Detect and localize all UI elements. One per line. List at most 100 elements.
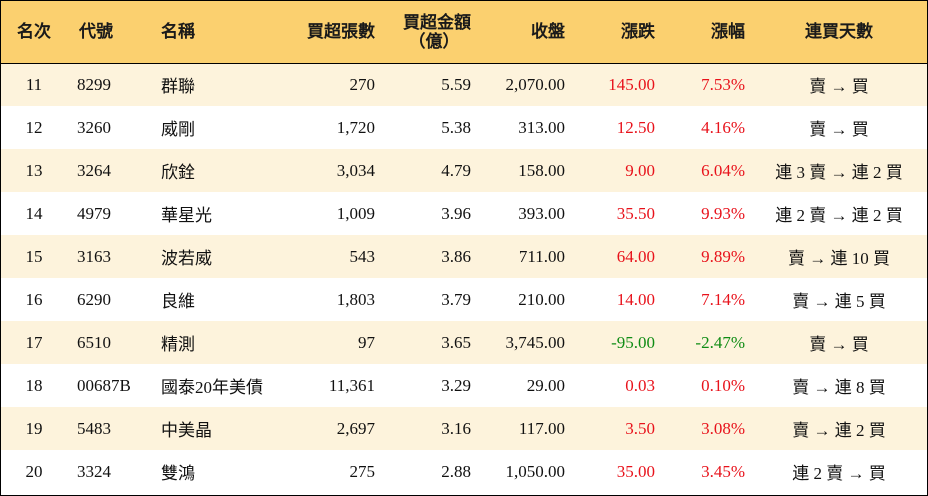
cell-lots: 2,697 (336, 418, 375, 438)
cell-rank: 14 (25, 203, 43, 223)
cell-rank: 18 (25, 375, 43, 395)
cell-name: 國泰20年美債 (161, 378, 263, 397)
table-row: 17 6510 精測 97 3.65 3,745.00 -95.00 -2.47% 賣 → 買 (1, 321, 927, 364)
cell-rank: 11 (25, 74, 43, 94)
table-row: 14 4979 華星光 1,009 3.96 393.00 35.50 9.93% 連 2 賣 … (1, 192, 927, 235)
cell-lots: 3,034 (336, 160, 375, 180)
cell-amount: 3.65 (441, 332, 471, 352)
cell-name: 華星光 (161, 206, 212, 225)
cell-change: 145.00 (608, 74, 655, 94)
cell-name: 良維 (161, 292, 195, 311)
cell-pct: 9.89% (701, 246, 745, 266)
table-row: 19 5483 中美晶 2,697 3.16 117.00 3.50 3.08% 賣 → 連 2… (1, 407, 927, 450)
cell-name: 波若威 (161, 249, 212, 268)
cell-amount: 4.79 (441, 160, 471, 180)
cell-rank: 13 (25, 160, 43, 180)
cell-lots: 1,009 (336, 203, 375, 223)
header-amount-line1: 買超金額 (403, 12, 471, 32)
cell-pct: -2.47% (695, 332, 745, 352)
cell-streak: 連 2 賣 → 買 (792, 464, 886, 483)
table-row: 18 00687B 國泰20年美債 11,361 3.29 29.00 0.03 0.10% 賣… (1, 364, 927, 407)
cell-code: 6510 (77, 332, 111, 352)
header-close: 收盤 (477, 1, 571, 64)
cell-pct: 7.53% (701, 74, 745, 94)
cell-amount: 5.38 (441, 117, 471, 137)
cell-rank: 15 (25, 246, 43, 266)
header-amount: 買超金額 （億） (381, 1, 477, 64)
cell-code: 3264 (77, 160, 111, 180)
cell-amount: 3.86 (441, 246, 471, 266)
cell-name: 欣銓 (161, 163, 195, 182)
header-change: 漲跌 (571, 1, 661, 64)
cell-change: 64.00 (616, 246, 655, 266)
cell-close: 210.00 (518, 289, 565, 309)
table-row: 20 3324 雙鴻 275 2.88 1,050.00 35.00 3.45% 連 2 賣 →… (1, 450, 927, 493)
cell-rank: 17 (25, 332, 43, 352)
cell-close: 711.00 (518, 246, 565, 266)
cell-close: 117.00 (518, 418, 565, 438)
cell-name: 中美晶 (161, 421, 212, 440)
cell-lots: 1,720 (336, 117, 375, 137)
table-row: 12 3260 威剛 1,720 5.38 313.00 12.50 4.16% 賣 → 買 (1, 106, 927, 149)
header-row: 名次 代號 名稱 買超張數 買超金額 （億） 收盤 漲跌 漲幅 連買天數 (1, 1, 927, 64)
cell-amount: 3.96 (441, 203, 471, 223)
cell-name: 群聯 (161, 77, 195, 97)
header-amount-line2: （億） (408, 31, 460, 51)
cell-code: 3324 (77, 461, 111, 481)
cell-lots: 11,361 (328, 375, 375, 395)
cell-change: 35.00 (616, 461, 655, 481)
cell-code: 3163 (77, 246, 111, 266)
header-rank: 名次 (1, 1, 67, 64)
cell-name: 精測 (161, 335, 195, 354)
cell-close: 158.00 (518, 160, 565, 180)
cell-amount: 2.88 (441, 461, 471, 481)
cell-change: 35.50 (616, 203, 655, 223)
cell-code: 6290 (77, 289, 111, 309)
cell-pct: 3.45% (701, 461, 745, 481)
cell-pct: 4.16% (701, 117, 745, 137)
cell-streak: 賣 → 連 5 買 (792, 292, 886, 311)
cell-lots: 275 (349, 461, 376, 481)
cell-pct: 9.93% (701, 203, 745, 223)
cell-name: 威剛 (161, 120, 195, 139)
cell-streak: 賣 → 買 (809, 77, 869, 97)
cell-code: 5483 (77, 418, 111, 438)
cell-amount: 3.79 (441, 289, 471, 309)
cell-close: 2,070.00 (505, 74, 566, 94)
cell-amount: 3.16 (441, 418, 471, 438)
cell-lots: 270 (349, 74, 376, 94)
header-lots: 買超張數 (287, 1, 381, 64)
cell-rank: 19 (25, 418, 43, 438)
cell-pct: 3.08% (701, 418, 745, 438)
cell-streak: 賣 → 買 (809, 120, 869, 139)
table-row: 11 8299 群聯 270 5.59 2,070.00 145.00 7.53% 賣 → 買 (1, 63, 927, 106)
cell-rank: 20 (25, 461, 43, 481)
header-streak: 連買天數 (751, 1, 927, 64)
cell-streak: 連 3 賣 → 連 2 買 (775, 163, 903, 182)
cell-lots: 1,803 (336, 289, 375, 309)
cell-change: 3.50 (625, 418, 655, 438)
table-row: 16 6290 良維 1,803 3.79 210.00 14.00 7.14% 賣 → 連 5… (1, 278, 927, 321)
cell-change: -95.00 (611, 332, 655, 352)
cell-lots: 543 (349, 246, 376, 266)
cell-change: 9.00 (625, 160, 655, 180)
cell-code: 4979 (77, 203, 111, 223)
cell-pct: 7.14% (701, 289, 745, 309)
cell-amount: 5.59 (441, 74, 471, 94)
cell-streak: 賣 → 連 10 買 (788, 249, 890, 268)
cell-streak: 連 2 賣 → 連 2 買 (775, 206, 903, 225)
header-name: 名稱 (147, 1, 287, 64)
cell-lots: 97 (358, 332, 375, 352)
table-row: 15 3163 波若威 543 3.86 711.00 64.00 9.89% 賣 → 連 10… (1, 235, 927, 278)
cell-amount: 3.29 (441, 375, 471, 395)
header-pct: 漲幅 (661, 1, 751, 64)
cell-pct: 0.10% (701, 375, 745, 395)
cell-streak: 賣 → 連 2 買 (792, 421, 886, 440)
cell-change: 0.03 (625, 375, 655, 395)
cell-close: 1,050.00 (505, 461, 566, 481)
cell-code: 00687B (77, 375, 131, 395)
cell-change: 12.50 (616, 117, 655, 137)
cell-close: 313.00 (518, 117, 565, 137)
